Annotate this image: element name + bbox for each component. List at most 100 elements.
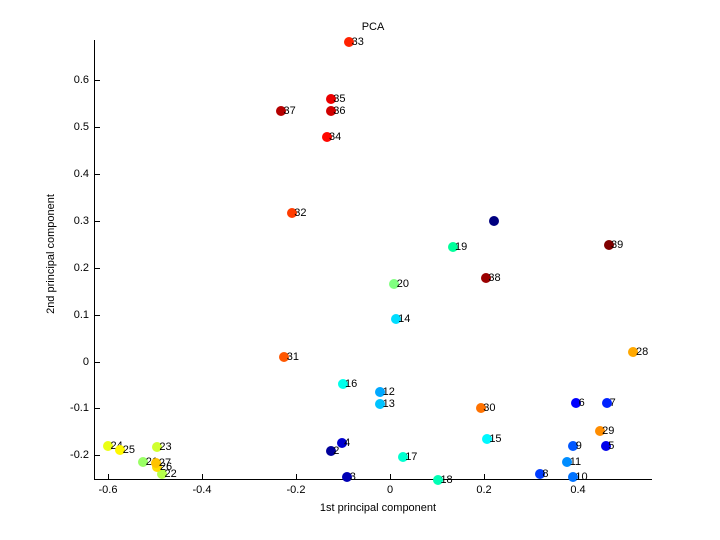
data-point-label: 34 [329, 131, 342, 144]
data-point-label: 16 [345, 378, 358, 391]
x-tick-mark [296, 474, 297, 479]
y-axis-label: 2nd principal component [45, 194, 57, 314]
x-tick-mark [578, 474, 579, 479]
x-axis-line [94, 479, 652, 480]
data-point [568, 441, 579, 452]
x-tick-label: -0.2 [286, 484, 306, 496]
x-tick-label: 0.4 [570, 484, 586, 496]
y-tick-mark [95, 314, 100, 316]
data-point [336, 438, 347, 449]
data-point [115, 444, 126, 455]
data-point [475, 402, 486, 413]
data-point-label: 13 [382, 398, 395, 411]
data-point-label: 7 [609, 396, 616, 409]
x-tick-mark [202, 474, 203, 479]
data-point-label: 14 [398, 312, 411, 325]
y-tick-label: -0.2 [70, 449, 89, 462]
data-point-label: 3 [349, 470, 356, 483]
data-point-label: 8 [542, 468, 549, 481]
data-point-label: 38 [488, 272, 501, 285]
data-point-label: 19 [455, 241, 468, 254]
y-tick-label: 0.5 [73, 120, 89, 133]
data-point [600, 440, 611, 451]
data-point [344, 37, 355, 48]
y-axis-line [94, 40, 95, 480]
data-point-label: 39 [611, 239, 624, 252]
data-point [275, 105, 286, 116]
chart-title: PCA [361, 21, 385, 33]
data-point [325, 446, 336, 457]
data-point-label: 23 [159, 440, 172, 453]
y-tick-mark [95, 361, 100, 363]
data-point [594, 425, 605, 436]
data-point [489, 215, 500, 226]
y-tick-mark [95, 408, 100, 410]
data-point [562, 456, 573, 467]
data-point [390, 313, 401, 324]
data-point-label: 26 [159, 460, 173, 473]
data-point-label: 30 [483, 401, 496, 414]
data-point-label: 6 [578, 396, 585, 409]
x-tick-label: -0.6 [98, 484, 118, 496]
data-point [447, 242, 458, 253]
data-point [342, 471, 353, 482]
data-point-label: 10 [575, 471, 588, 484]
data-point [103, 441, 113, 452]
data-point [432, 474, 443, 485]
y-tick-label: 0 [82, 355, 89, 368]
y-tick-mark [95, 220, 100, 222]
data-point [389, 279, 400, 290]
data-point [138, 457, 149, 468]
data-point-label: 27 [158, 457, 172, 470]
data-point [480, 273, 491, 284]
data-point [337, 379, 348, 390]
x-tick-label: 0 [386, 484, 394, 496]
y-tick-label: -0.1 [70, 402, 89, 415]
data-point-label: 4 [344, 437, 351, 450]
x-tick-label: -0.4 [192, 484, 212, 496]
x-tick-mark [390, 474, 391, 479]
data-point [571, 397, 582, 408]
x-tick-label: 0.2 [476, 484, 492, 496]
x-tick-mark [484, 474, 485, 479]
data-point [567, 472, 578, 483]
data-point-label: 29 [602, 424, 615, 437]
y-tick-mark [95, 126, 100, 128]
data-point-label: 11 [569, 455, 582, 468]
data-point [279, 351, 290, 362]
data-point-label: 35 [333, 93, 346, 106]
y-tick-mark [95, 79, 100, 81]
data-point [534, 469, 545, 480]
data-point-label: 36 [333, 104, 346, 117]
data-point [375, 399, 386, 410]
x-axis-label: 1st principal component [319, 502, 437, 514]
data-point-label: 37 [283, 104, 296, 117]
data-point-label: 15 [489, 432, 502, 445]
data-point [157, 469, 168, 480]
data-point-label: 25 [122, 443, 135, 456]
data-point-label: 32 [294, 207, 307, 220]
data-point-label: 20 [396, 278, 409, 291]
data-point [286, 208, 297, 219]
data-point-label: 28 [635, 345, 649, 358]
data-point [397, 452, 408, 463]
y-tick-label: 0.4 [73, 167, 89, 180]
data-point-label: 12 [382, 386, 395, 399]
data-point-label: 18 [440, 473, 453, 486]
y-tick-label: 0.1 [73, 308, 89, 321]
data-point [325, 94, 336, 105]
y-tick-label: 0.3 [73, 214, 89, 227]
data-point [628, 346, 639, 357]
data-point [602, 397, 613, 408]
data-point-label: 5 [608, 439, 615, 452]
x-tick-mark [108, 474, 109, 479]
y-tick-mark [95, 455, 100, 457]
data-point-label: 9 [575, 440, 582, 453]
data-point [481, 433, 492, 444]
data-point [151, 441, 162, 452]
y-tick-mark [95, 173, 100, 175]
y-tick-mark [95, 267, 100, 269]
data-point [151, 458, 162, 469]
data-point-label: 17 [405, 451, 418, 464]
